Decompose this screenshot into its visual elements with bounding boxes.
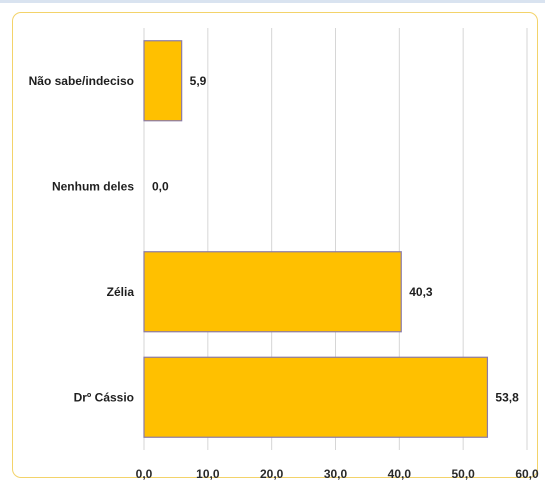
value-label: 0,0 xyxy=(152,179,169,193)
x-tick-label: 30,0 xyxy=(324,467,348,481)
top-border-line xyxy=(0,0,545,3)
x-tick-label: 40,0 xyxy=(388,467,412,481)
labels: 0,0 10,0 20,0 30,0 40,0 50,0 60,0 Não sabe/inde… xyxy=(29,74,539,481)
x-tick-label: 60,0 xyxy=(515,467,539,481)
bar xyxy=(143,251,402,333)
x-tick-label: 0,0 xyxy=(136,467,153,481)
value-label: 40,3 xyxy=(409,285,433,299)
category-label: Drº Cássio xyxy=(74,390,134,404)
bar xyxy=(143,40,183,122)
bar xyxy=(143,356,489,438)
value-label: 5,9 xyxy=(190,74,207,88)
value-label: 53,8 xyxy=(495,390,519,404)
x-tick-label: 10,0 xyxy=(196,467,220,481)
x-tick-label: 50,0 xyxy=(451,467,475,481)
category-label: Zélia xyxy=(107,285,135,299)
category-label: Nenhum deles xyxy=(52,179,134,193)
category-label: Não sabe/indeciso xyxy=(29,74,134,88)
bars xyxy=(143,40,489,438)
x-tick-label: 20,0 xyxy=(260,467,284,481)
